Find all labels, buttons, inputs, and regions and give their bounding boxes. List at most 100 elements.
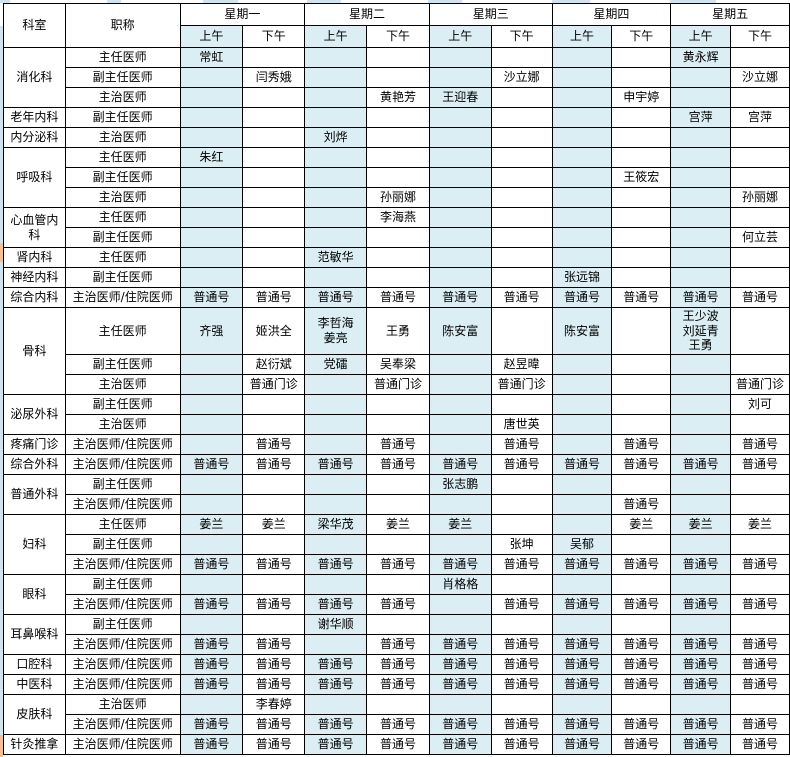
schedule-cell[interactable]: 普通号 [242, 654, 306, 675]
header-day-3[interactable]: 星期三 [428, 3, 553, 26]
schedule-cell[interactable] [730, 247, 790, 268]
schedule-cell[interactable] [179, 207, 244, 228]
dept-cell[interactable]: 肾内科 [3, 247, 66, 268]
schedule-cell[interactable]: 王勇 [366, 307, 430, 355]
schedule-cell[interactable] [611, 354, 672, 375]
schedule-cell[interactable] [670, 614, 732, 635]
title-cell[interactable]: 主治医师/住院医师 [64, 594, 181, 615]
schedule-cell[interactable] [304, 47, 368, 68]
schedule-cell[interactable] [428, 147, 492, 168]
title-cell[interactable]: 主治医师/住院医师 [64, 674, 181, 695]
title-cell[interactable]: 主任医师 [64, 147, 181, 168]
schedule-cell[interactable] [670, 147, 732, 168]
schedule-cell[interactable] [611, 267, 672, 288]
schedule-cell[interactable]: 普通号 [428, 734, 492, 755]
schedule-cell[interactable]: 普通号 [490, 634, 553, 655]
schedule-cell[interactable] [490, 694, 553, 715]
schedule-cell[interactable] [670, 267, 732, 288]
header-title[interactable]: 职称 [64, 3, 181, 48]
schedule-cell[interactable]: 刘烨 [304, 127, 368, 148]
schedule-cell[interactable] [490, 147, 553, 168]
dept-cell[interactable]: 眼科 [3, 574, 66, 615]
schedule-cell[interactable]: 普通号 [670, 287, 732, 308]
dept-cell[interactable]: 针灸推拿 [3, 734, 66, 755]
schedule-cell[interactable] [242, 87, 306, 108]
schedule-cell[interactable] [242, 267, 306, 288]
schedule-cell[interactable]: 普通号 [304, 734, 368, 755]
schedule-cell[interactable]: 普通号 [428, 654, 492, 675]
schedule-cell[interactable] [490, 394, 553, 415]
schedule-cell[interactable]: 普通号 [490, 734, 553, 755]
title-cell[interactable]: 主治医师 [64, 127, 181, 148]
schedule-cell[interactable] [611, 47, 672, 68]
schedule-cell[interactable] [670, 694, 732, 715]
schedule-cell[interactable]: 张坤 [490, 534, 553, 555]
schedule-cell[interactable]: 普通号 [670, 714, 732, 735]
schedule-cell[interactable]: 普通号 [366, 634, 430, 655]
schedule-cell[interactable] [428, 694, 492, 715]
schedule-cell[interactable]: 姬洪全 [242, 307, 306, 355]
schedule-cell[interactable]: 普通号 [551, 714, 613, 735]
schedule-cell[interactable] [730, 494, 790, 515]
title-cell[interactable]: 主治医师/住院医师 [64, 554, 181, 575]
schedule-cell[interactable]: 普通号 [304, 454, 368, 475]
schedule-cell[interactable]: 普通号 [304, 714, 368, 735]
schedule-cell[interactable] [428, 374, 492, 395]
schedule-cell[interactable] [428, 207, 492, 228]
schedule-cell[interactable] [490, 474, 553, 495]
schedule-cell[interactable] [670, 434, 732, 455]
schedule-cell[interactable]: 齐强 [179, 307, 244, 355]
dept-cell[interactable]: 消化科 [3, 47, 66, 108]
dept-cell[interactable]: 泌尿外科 [3, 394, 66, 435]
schedule-cell[interactable]: 普通号 [611, 654, 672, 675]
schedule-cell[interactable] [179, 67, 244, 88]
schedule-cell[interactable] [670, 227, 732, 248]
schedule-cell[interactable]: 普通号 [611, 714, 672, 735]
schedule-cell[interactable] [611, 307, 672, 355]
title-cell[interactable]: 副主任医师 [64, 574, 181, 595]
schedule-cell[interactable] [611, 247, 672, 268]
schedule-cell[interactable]: 普通号 [179, 454, 244, 475]
title-cell[interactable]: 主治医师 [64, 694, 181, 715]
schedule-cell[interactable] [551, 227, 613, 248]
schedule-cell[interactable]: 普通号 [490, 674, 553, 695]
dept-cell[interactable]: 骨科 [3, 307, 66, 395]
title-cell[interactable]: 主治医师 [64, 187, 181, 208]
schedule-cell[interactable] [304, 107, 368, 128]
schedule-cell[interactable]: 普通号 [551, 734, 613, 755]
schedule-cell[interactable]: 张远锦 [551, 267, 613, 288]
schedule-cell[interactable] [242, 207, 306, 228]
schedule-cell[interactable]: 姜兰 [670, 514, 732, 535]
schedule-cell[interactable] [242, 187, 306, 208]
schedule-cell[interactable] [730, 354, 790, 375]
schedule-cell[interactable] [428, 614, 492, 635]
schedule-cell[interactable]: 普通号 [428, 554, 492, 575]
schedule-cell[interactable] [304, 434, 368, 455]
schedule-cell[interactable] [670, 574, 732, 595]
dept-cell[interactable]: 耳鼻喉科 [3, 614, 66, 655]
schedule-cell[interactable]: 普通号 [611, 287, 672, 308]
schedule-cell[interactable] [611, 574, 672, 595]
schedule-cell[interactable]: 闫秀娥 [242, 67, 306, 88]
schedule-cell[interactable]: 普通号 [242, 634, 306, 655]
schedule-cell[interactable]: 普通号 [611, 454, 672, 475]
schedule-cell[interactable] [551, 247, 613, 268]
schedule-cell[interactable] [304, 167, 368, 188]
schedule-cell[interactable]: 姜兰 [428, 514, 492, 535]
schedule-cell[interactable]: 李春婷 [242, 694, 306, 715]
schedule-cell[interactable]: 宫萍 [670, 107, 732, 128]
schedule-cell[interactable] [611, 694, 672, 715]
schedule-cell[interactable]: 普通号 [428, 714, 492, 735]
schedule-cell[interactable] [611, 227, 672, 248]
schedule-cell[interactable]: 普通号 [551, 594, 613, 615]
schedule-cell[interactable] [670, 247, 732, 268]
schedule-cell[interactable] [611, 614, 672, 635]
schedule-cell[interactable] [670, 87, 732, 108]
title-cell[interactable]: 主治医师/住院医师 [64, 734, 181, 755]
schedule-cell[interactable] [428, 227, 492, 248]
schedule-cell[interactable]: 普通号 [366, 287, 430, 308]
schedule-cell[interactable]: 普通号 [730, 654, 790, 675]
schedule-cell[interactable]: 姜兰 [611, 514, 672, 535]
schedule-cell[interactable]: 范敏华 [304, 247, 368, 268]
schedule-cell[interactable] [428, 414, 492, 435]
